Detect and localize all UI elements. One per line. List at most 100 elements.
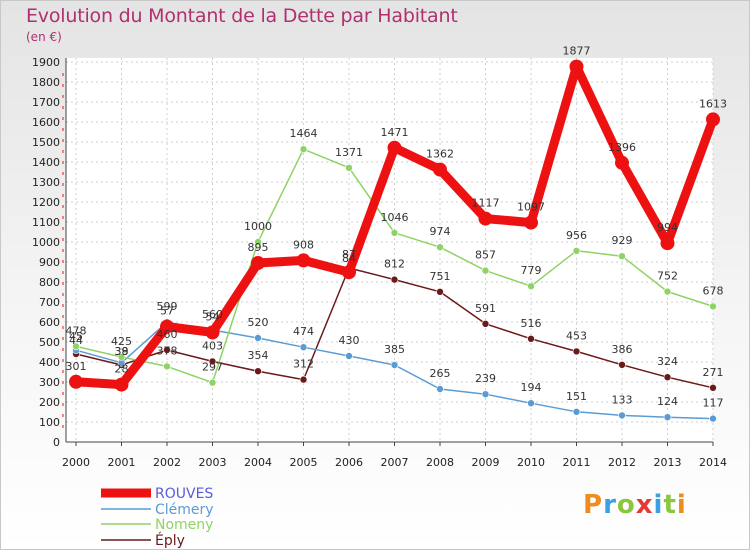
data-point — [618, 411, 626, 420]
data-label: 1362 — [426, 148, 454, 161]
y-tick-label: 1400 — [32, 156, 60, 169]
data-label: 57 — [160, 305, 174, 318]
data-label: 1097 — [517, 201, 545, 214]
data-point — [299, 375, 308, 384]
legend-label-rouves: ROUVES — [155, 486, 213, 502]
data-label: 994 — [657, 221, 678, 234]
data-label: 271 — [703, 366, 724, 379]
data-point — [254, 334, 262, 342]
data-point — [342, 265, 356, 280]
x-tick-label: 2011 — [563, 456, 591, 469]
data-point — [299, 145, 308, 153]
data-point — [390, 275, 399, 284]
data-point — [345, 352, 353, 360]
legend-label-clemery: Clémery — [155, 502, 214, 518]
data-label: 324 — [657, 355, 678, 368]
data-label: 1877 — [563, 45, 591, 58]
data-label: 1000 — [244, 220, 272, 233]
data-label: 312 — [293, 358, 314, 371]
data-label: 117 — [703, 397, 724, 410]
data-label: 474 — [293, 325, 314, 338]
data-label: 1613 — [699, 97, 727, 110]
data-label: 194 — [521, 381, 542, 394]
data-point — [345, 164, 353, 172]
x-tick-label: 2014 — [699, 456, 727, 469]
data-point — [481, 266, 490, 275]
data-point — [205, 325, 220, 340]
y-tick-label: 1100 — [32, 216, 60, 229]
data-point — [436, 243, 444, 251]
data-point — [572, 247, 581, 255]
data-point — [572, 407, 581, 416]
data-point — [163, 346, 171, 354]
data-label: 1117 — [472, 197, 500, 210]
data-label: 124 — [657, 395, 678, 408]
data-label: 39 — [115, 345, 129, 358]
chart-title: Evolution du Montant de la Dette par Hab… — [26, 5, 458, 27]
data-label: 403 — [202, 339, 223, 352]
y-tick-label: 0 — [53, 436, 60, 449]
data-point — [706, 112, 720, 127]
y-tick-label: 1700 — [32, 96, 60, 109]
y-tick-label: 1200 — [32, 196, 60, 209]
data-point — [478, 211, 493, 226]
data-label: 151 — [566, 390, 587, 403]
x-tick-label: 2003 — [199, 456, 227, 469]
data-point — [433, 162, 447, 177]
data-point — [208, 378, 217, 387]
y-tick-label: 1300 — [32, 176, 60, 189]
x-tick-label: 2006 — [335, 456, 363, 469]
y-tick-label: 100 — [39, 416, 60, 429]
data-label: 1464 — [290, 127, 318, 140]
data-label: 297 — [202, 361, 223, 374]
y-tick-label: 400 — [39, 356, 60, 369]
data-label: 929 — [612, 234, 633, 247]
data-point — [709, 302, 717, 311]
data-label: 430 — [339, 334, 360, 347]
y-tick-label: 1900 — [32, 56, 60, 69]
data-point — [709, 414, 717, 423]
logo-letter: r — [603, 490, 617, 520]
data-point — [163, 362, 171, 371]
y-tick-label: 900 — [39, 256, 60, 269]
x-tick-label: 2013 — [654, 456, 682, 469]
data-label: 1471 — [381, 126, 409, 139]
legend-label-nomeny: Nomeny — [155, 517, 213, 533]
data-label: 516 — [521, 317, 542, 330]
y-tick-label: 1600 — [32, 116, 60, 129]
data-label: 520 — [248, 316, 269, 329]
x-tick-label: 2008 — [426, 456, 454, 469]
data-label: 385 — [384, 343, 405, 356]
data-label: 265 — [430, 367, 451, 380]
data-label: 812 — [384, 258, 405, 271]
logo-letter: t — [663, 490, 677, 520]
data-point — [296, 253, 311, 268]
data-point — [663, 413, 672, 422]
data-label: 1371 — [335, 146, 363, 159]
data-point — [436, 287, 444, 296]
data-point — [572, 347, 581, 356]
data-label: 301 — [66, 360, 87, 373]
plot-area — [66, 58, 713, 442]
logo-letter: i — [676, 490, 687, 520]
data-point — [72, 342, 80, 351]
data-label: 560 — [202, 308, 223, 321]
data-label: 591 — [475, 302, 496, 315]
data-label: 460 — [157, 328, 178, 341]
data-label: 87 — [342, 248, 356, 261]
proxiti-logo: Proxiti — [583, 490, 687, 520]
data-point — [390, 361, 399, 369]
data-label: 453 — [566, 329, 587, 342]
data-label: 974 — [430, 225, 451, 238]
data-label: 378 — [157, 344, 178, 357]
data-point — [481, 319, 490, 328]
x-tick-label: 2004 — [244, 456, 272, 469]
data-point — [527, 334, 535, 343]
data-point — [299, 343, 308, 352]
data-label: 857 — [475, 249, 496, 262]
data-point — [663, 287, 672, 296]
y-tick-label: 700 — [39, 296, 60, 309]
data-label: 956 — [566, 229, 587, 242]
data-point — [117, 353, 126, 361]
